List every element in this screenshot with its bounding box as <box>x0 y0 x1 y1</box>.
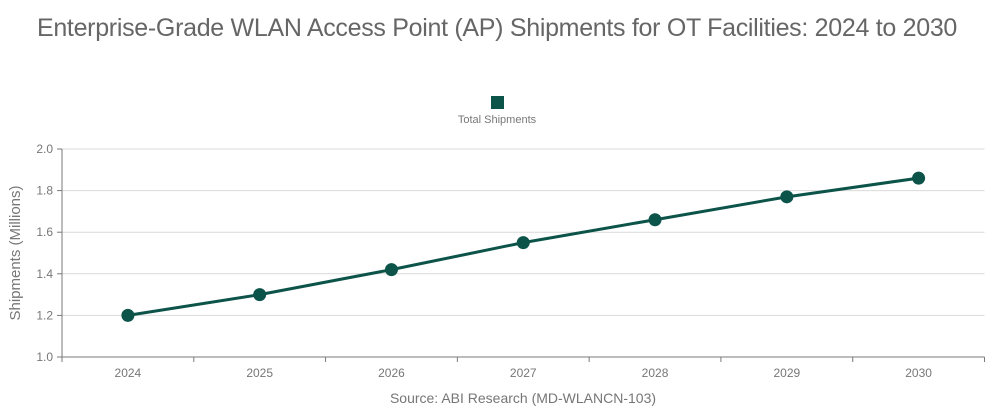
data-point-2027[interactable] <box>516 236 530 250</box>
chart-title: Enterprise-Grade WLAN Access Point (AP) … <box>36 14 958 42</box>
y-tick-label: 1.0 <box>36 350 53 364</box>
x-tick-label: 2027 <box>510 366 537 380</box>
data-point-2024[interactable] <box>121 308 135 322</box>
data-point-2030[interactable] <box>912 171 926 185</box>
legend-label-total-shipments: Total Shipments <box>457 114 537 126</box>
x-tick-label: 2028 <box>642 366 669 380</box>
data-point-2026[interactable] <box>384 263 398 277</box>
legend[interactable]: Total Shipments <box>0 96 994 126</box>
y-tick-label: 1.2 <box>36 308 53 322</box>
x-tick-label: 2025 <box>246 366 273 380</box>
legend-swatch-total-shipments <box>490 96 504 109</box>
x-tick-label: 2029 <box>773 366 800 380</box>
y-tick-label: 1.4 <box>36 267 53 281</box>
y-tick-label: 1.6 <box>36 225 53 239</box>
data-point-2028[interactable] <box>648 213 662 227</box>
x-tick-label: 2024 <box>115 366 142 380</box>
data-point-2025[interactable] <box>253 288 267 302</box>
line-chart: 1.0 1.2 1.4 1.6 1.8 2.0 2024 2025 2026 2027 2028 20… <box>7 142 985 380</box>
y-tick-label: 1.8 <box>36 184 53 198</box>
y-tick-label: 2.0 <box>36 142 53 156</box>
x-tick-label: 2026 <box>378 366 405 380</box>
data-point-2029[interactable] <box>780 190 794 204</box>
y-axis-title: Shipments (Millions) <box>7 185 24 320</box>
x-tick-label: 2030 <box>905 366 932 380</box>
source-note: Source: ABI Research (MD-WLANCN-103) <box>389 390 657 406</box>
